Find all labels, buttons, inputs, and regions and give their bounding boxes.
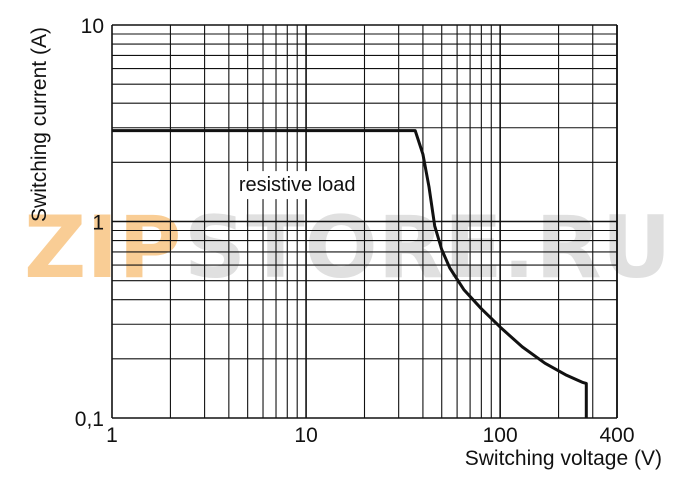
watermark-text: STORE.RU [184, 198, 671, 298]
y-tick-label: 0,1 [75, 408, 104, 431]
watermark: ZIP STORE.RU [24, 198, 671, 298]
x-tick-label: 400 [599, 424, 634, 447]
x-tick-label: 10 [294, 424, 317, 447]
annotation-background [230, 171, 364, 200]
series-line [112, 129, 588, 418]
x-axis-label: Switching voltage (V) [465, 447, 662, 470]
x-tick-label: 1 [106, 424, 118, 447]
watermark-accent-text: ZIP [24, 198, 181, 298]
y-tick-label: 1 [92, 212, 104, 235]
x-tick-label: 100 [483, 424, 518, 447]
y-tick-labels: 0,1 1 10 [75, 15, 104, 431]
x-tick-labels: 1 10 100 400 [106, 424, 634, 447]
grid [111, 24, 618, 419]
y-tick-label: 10 [81, 15, 104, 38]
annotation-resistive-load: resistive load [239, 174, 356, 196]
y-axis-label: Switching current (A) [28, 27, 51, 222]
